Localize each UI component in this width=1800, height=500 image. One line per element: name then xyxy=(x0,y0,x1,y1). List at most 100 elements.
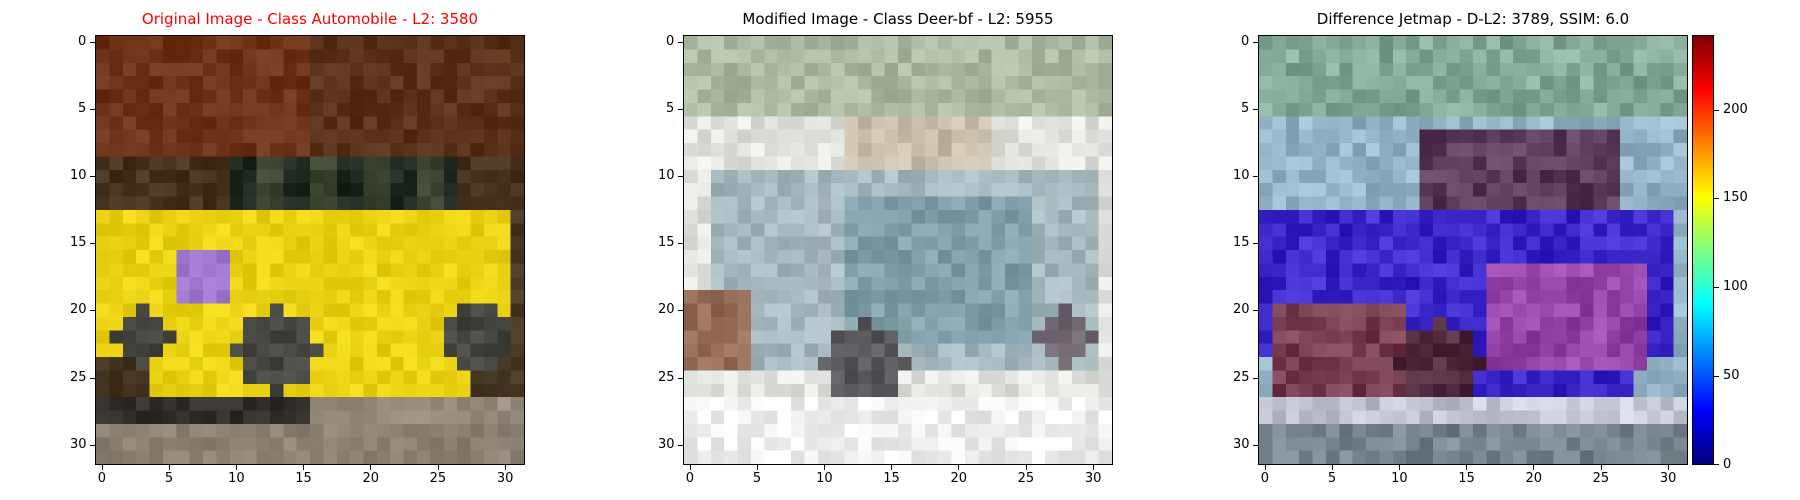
y-tick-mark xyxy=(678,378,683,379)
colorbar-tick-label: 150 xyxy=(1723,190,1748,205)
x-tick-label: 5 xyxy=(1328,471,1336,486)
y-tick-mark xyxy=(678,176,683,177)
y-tick-mark xyxy=(90,445,95,446)
x-tick-mark xyxy=(370,465,371,470)
y-tick-label: 20 xyxy=(1233,302,1250,317)
x-tick-label: 30 xyxy=(1085,471,1102,486)
modified-title: Modified Image - Class Deer-bf - L2: 595… xyxy=(683,10,1113,28)
y-tick-label: 20 xyxy=(70,302,87,317)
x-tick-label: 0 xyxy=(98,471,106,486)
y-tick-mark xyxy=(90,310,95,311)
y-tick-label: 5 xyxy=(78,101,86,116)
colorbar-tick-mark xyxy=(1714,110,1719,111)
x-tick-mark xyxy=(438,465,439,470)
x-tick-mark xyxy=(690,465,691,470)
y-tick-label: 5 xyxy=(1241,101,1249,116)
x-tick-mark xyxy=(1668,465,1669,470)
y-tick-mark xyxy=(1253,176,1258,177)
x-tick-label: 20 xyxy=(1525,471,1542,486)
x-tick-mark xyxy=(1601,465,1602,470)
y-tick-mark xyxy=(1253,378,1258,379)
x-tick-mark xyxy=(1466,465,1467,470)
original-title: Original Image - Class Automobile - L2: … xyxy=(95,10,525,28)
y-tick-mark xyxy=(678,310,683,311)
x-tick-mark xyxy=(102,465,103,470)
y-tick-mark xyxy=(90,176,95,177)
x-tick-mark xyxy=(891,465,892,470)
colorbar-tick-label: 50 xyxy=(1723,368,1740,383)
y-tick-mark xyxy=(1253,310,1258,311)
colorbar-tick-label: 200 xyxy=(1723,102,1748,117)
y-tick-mark xyxy=(90,378,95,379)
x-tick-mark xyxy=(1093,465,1094,470)
x-tick-mark xyxy=(757,465,758,470)
x-tick-label: 30 xyxy=(497,471,514,486)
x-tick-label: 25 xyxy=(1018,471,1035,486)
colorbar-tick-label: 100 xyxy=(1723,279,1748,294)
x-tick-label: 10 xyxy=(816,471,833,486)
y-tick-label: 0 xyxy=(666,34,674,49)
x-tick-label: 5 xyxy=(753,471,761,486)
y-tick-mark xyxy=(1253,42,1258,43)
x-tick-label: 10 xyxy=(228,471,245,486)
x-tick-label: 25 xyxy=(1593,471,1610,486)
x-tick-label: 25 xyxy=(430,471,447,486)
colorbar-tick-mark xyxy=(1714,464,1719,465)
original-image xyxy=(95,35,525,465)
colorbar-tick-mark xyxy=(1714,287,1719,288)
x-tick-mark xyxy=(236,465,237,470)
y-tick-mark xyxy=(1253,445,1258,446)
colorbar-tick-mark xyxy=(1714,198,1719,199)
x-tick-mark xyxy=(303,465,304,470)
y-tick-mark xyxy=(1253,109,1258,110)
x-tick-label: 15 xyxy=(295,471,312,486)
x-tick-mark xyxy=(1533,465,1534,470)
x-tick-mark xyxy=(505,465,506,470)
x-tick-label: 20 xyxy=(362,471,379,486)
colorbar-tick-mark xyxy=(1714,376,1719,377)
y-tick-label: 25 xyxy=(70,370,87,385)
y-tick-label: 10 xyxy=(70,168,87,183)
x-tick-mark xyxy=(1332,465,1333,470)
y-tick-mark xyxy=(90,243,95,244)
y-tick-mark xyxy=(678,243,683,244)
y-tick-label: 30 xyxy=(658,437,675,452)
x-tick-label: 20 xyxy=(950,471,967,486)
y-tick-label: 25 xyxy=(658,370,675,385)
colorbar xyxy=(1692,35,1714,465)
x-tick-mark xyxy=(958,465,959,470)
y-tick-mark xyxy=(90,109,95,110)
y-tick-mark xyxy=(678,445,683,446)
x-tick-mark xyxy=(1026,465,1027,470)
difference-image xyxy=(1258,35,1688,465)
y-tick-label: 15 xyxy=(658,235,675,250)
y-tick-label: 5 xyxy=(666,101,674,116)
x-tick-label: 15 xyxy=(883,471,900,486)
y-tick-label: 20 xyxy=(658,302,675,317)
y-tick-label: 15 xyxy=(1233,235,1250,250)
y-tick-label: 30 xyxy=(1233,437,1250,452)
x-tick-label: 0 xyxy=(1261,471,1269,486)
x-tick-label: 0 xyxy=(686,471,694,486)
modified-image xyxy=(683,35,1113,465)
y-tick-label: 10 xyxy=(1233,168,1250,183)
x-tick-mark xyxy=(1399,465,1400,470)
y-tick-mark xyxy=(90,42,95,43)
y-tick-mark xyxy=(678,109,683,110)
y-tick-mark xyxy=(1253,243,1258,244)
x-tick-label: 30 xyxy=(1660,471,1677,486)
y-tick-mark xyxy=(678,42,683,43)
y-tick-label: 0 xyxy=(78,34,86,49)
x-tick-label: 5 xyxy=(165,471,173,486)
y-tick-label: 15 xyxy=(70,235,87,250)
difference-title: Difference Jetmap - D-L2: 3789, SSIM: 6.… xyxy=(1258,10,1688,28)
x-tick-mark xyxy=(169,465,170,470)
colorbar-tick-label: 0 xyxy=(1723,457,1731,472)
x-tick-mark xyxy=(824,465,825,470)
x-tick-label: 15 xyxy=(1458,471,1475,486)
x-tick-label: 10 xyxy=(1391,471,1408,486)
y-tick-label: 10 xyxy=(658,168,675,183)
x-tick-mark xyxy=(1265,465,1266,470)
y-tick-label: 30 xyxy=(70,437,87,452)
y-tick-label: 0 xyxy=(1241,34,1249,49)
